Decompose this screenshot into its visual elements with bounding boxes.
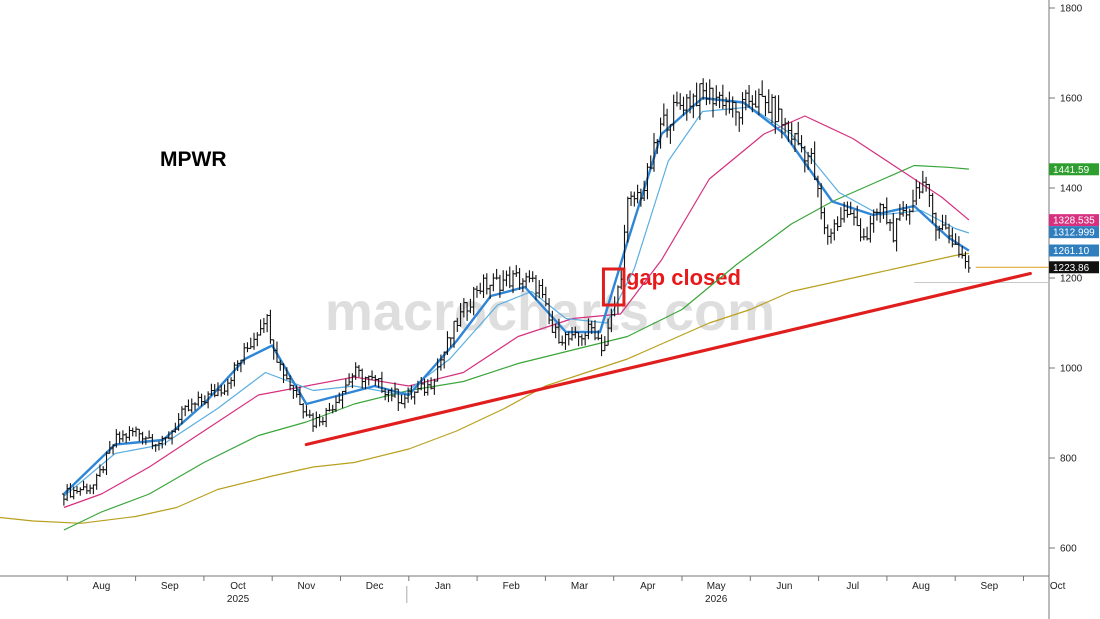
year-label: 2025: [227, 594, 250, 605]
x-tick-label: Nov: [297, 581, 315, 592]
y-tick-label: 1200: [1060, 274, 1083, 285]
y-tick-label: 600: [1060, 544, 1077, 555]
ma-200-line: [0, 252, 969, 524]
price-tag-box: [1049, 244, 1099, 257]
price-tag-box: [1049, 226, 1099, 239]
x-tick-label: Sep: [980, 581, 998, 592]
ma-50-line: [63, 115, 970, 509]
price-tag-box: [1049, 261, 1099, 274]
price-bar: [966, 255, 971, 273]
x-tick-label: May: [707, 581, 726, 592]
price-tag-label: 1261.10: [1053, 246, 1090, 257]
support-trendline: [304, 271, 1032, 447]
ma-20-line: [63, 106, 970, 497]
gap-closed-annotation: gap closed: [626, 265, 741, 290]
x-tick-label: Jan: [435, 581, 451, 592]
gap-box: [601, 267, 626, 307]
price-tag-label: 1328.535: [1053, 216, 1095, 227]
gap-level-lines: [914, 266, 1049, 283]
price-tag: 1261.10: [1049, 244, 1099, 257]
x-tick-label: Sep: [161, 581, 179, 592]
price-tag: 1223.86: [1049, 261, 1099, 274]
y-axis-ticks: 600 800 1000 1200 1400 1600 1800: [1049, 4, 1083, 555]
moving-averages: [0, 96, 970, 531]
x-axis-ticks: Aug Sep Oct Nov Dec Jan Feb Mar Apr May Jun Jul Aug S…: [66, 576, 1066, 605]
y-tick-label: 800: [1060, 454, 1077, 465]
year-label: 2026: [705, 594, 728, 605]
x-tick-label: Jun: [776, 581, 792, 592]
x-tick-label: Apr: [640, 581, 656, 592]
y-tick-label: 1000: [1060, 364, 1083, 375]
ma-100-line: [63, 164, 969, 531]
chart-title: MPWR: [160, 148, 227, 171]
y-tick-label: 1400: [1060, 184, 1083, 195]
price-tag-label: 1441.59: [1053, 165, 1090, 176]
x-tick-label: Oct: [1050, 581, 1066, 592]
price-tag: 1328.535: [1049, 214, 1099, 227]
price-tag-label: 1223.86: [1053, 263, 1090, 274]
x-tick-label: Oct: [230, 581, 246, 592]
price-bars: [61, 78, 971, 506]
y-tick-label: 1800: [1060, 4, 1083, 15]
x-tick-label: Mar: [571, 581, 589, 592]
price-tag-box: [1049, 163, 1099, 176]
x-tick-label: Aug: [912, 581, 930, 592]
x-tick-label: Dec: [366, 581, 384, 592]
ma-10-line: [63, 96, 970, 495]
y-tick-label: 1600: [1060, 94, 1083, 105]
trendline-layer: [304, 267, 1032, 447]
price-tag: 1312.999: [1049, 226, 1099, 239]
price-tag-box: [1049, 214, 1099, 227]
watermark: macrocharts.com: [325, 282, 775, 342]
x-tick-label: Jul: [846, 581, 859, 592]
price-tag: 1441.59: [1049, 163, 1099, 176]
price-tag-label: 1312.999: [1053, 228, 1095, 239]
x-tick-label: Aug: [93, 581, 111, 592]
x-tick-label: Feb: [503, 581, 521, 592]
